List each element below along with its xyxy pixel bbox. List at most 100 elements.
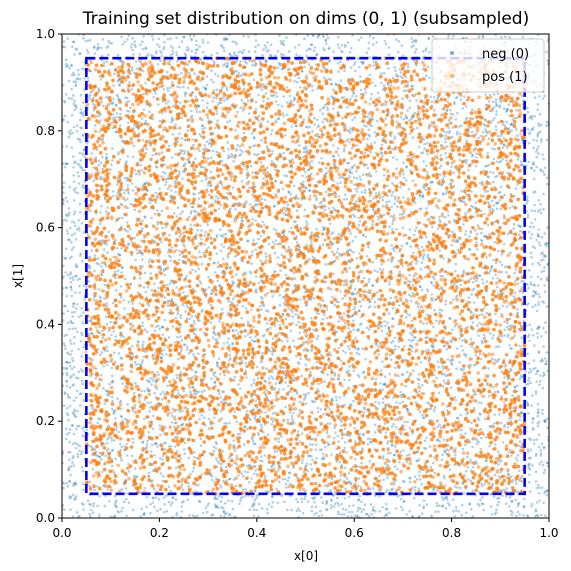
- neg-point: [130, 88, 133, 91]
- neg-point: [142, 108, 146, 112]
- neg-point: [110, 464, 114, 468]
- neg-point: [540, 270, 543, 274]
- neg-point: [367, 47, 371, 50]
- neg-point: [149, 272, 152, 275]
- neg-point: [138, 302, 142, 305]
- neg-point: [435, 439, 439, 442]
- neg-point: [182, 85, 185, 89]
- neg-point: [76, 137, 80, 141]
- neg-point: [387, 395, 391, 399]
- neg-point: [162, 88, 166, 91]
- neg-point: [440, 144, 444, 147]
- neg-point: [298, 54, 302, 58]
- neg-point: [159, 392, 162, 396]
- neg-point: [180, 505, 183, 508]
- neg-point: [372, 43, 375, 46]
- neg-point: [398, 460, 401, 464]
- neg-point: [280, 339, 284, 343]
- neg-point: [427, 407, 431, 411]
- neg-point: [235, 353, 239, 356]
- neg-point: [64, 247, 68, 250]
- neg-point: [351, 239, 355, 243]
- neg-point: [486, 381, 489, 385]
- neg-point: [456, 347, 459, 350]
- neg-point: [154, 313, 158, 316]
- neg-point: [304, 186, 308, 190]
- neg-point: [340, 424, 343, 428]
- neg-point: [92, 166, 95, 169]
- neg-point: [359, 36, 363, 39]
- neg-point: [282, 296, 286, 299]
- neg-point: [541, 412, 544, 416]
- neg-point: [201, 41, 205, 44]
- neg-point: [388, 200, 391, 203]
- neg-point: [342, 312, 346, 316]
- neg-point: [342, 149, 346, 153]
- neg-point: [103, 248, 106, 251]
- neg-point: [179, 371, 183, 374]
- neg-point: [147, 475, 150, 478]
- neg-point: [158, 187, 161, 190]
- neg-point: [391, 307, 395, 310]
- neg-point: [543, 173, 546, 176]
- neg-point: [87, 280, 90, 283]
- neg-point: [193, 455, 196, 459]
- neg-point: [366, 437, 370, 440]
- neg-point: [529, 283, 533, 286]
- neg-point: [352, 369, 356, 372]
- neg-point: [490, 513, 494, 516]
- neg-point: [534, 290, 538, 294]
- neg-point: [324, 39, 328, 42]
- neg-point: [538, 295, 541, 299]
- neg-point: [309, 463, 313, 466]
- neg-point: [207, 502, 210, 505]
- neg-point: [179, 457, 183, 461]
- neg-point: [147, 389, 150, 393]
- neg-point: [540, 335, 543, 338]
- neg-point: [462, 223, 465, 226]
- neg-point: [310, 509, 314, 513]
- neg-point: [94, 124, 97, 127]
- neg-point: [460, 189, 463, 193]
- neg-point: [153, 240, 156, 243]
- neg-point: [408, 228, 412, 231]
- neg-point: [370, 297, 374, 301]
- neg-point: [70, 349, 73, 353]
- neg-point: [418, 504, 421, 507]
- neg-point: [350, 510, 354, 514]
- neg-point: [322, 76, 326, 80]
- neg-point: [343, 427, 347, 431]
- neg-point: [64, 58, 68, 62]
- neg-point: [388, 280, 391, 284]
- neg-point: [530, 328, 533, 331]
- neg-point: [125, 492, 128, 495]
- neg-point: [63, 391, 67, 394]
- neg-point: [107, 230, 111, 234]
- neg-point: [486, 201, 490, 204]
- neg-point: [190, 114, 194, 118]
- neg-point: [114, 289, 118, 292]
- neg-point: [141, 40, 144, 44]
- neg-point: [213, 338, 217, 341]
- neg-point: [352, 213, 355, 217]
- neg-point: [335, 395, 338, 399]
- neg-point: [210, 513, 213, 517]
- neg-point: [459, 486, 462, 490]
- neg-point: [367, 306, 371, 309]
- neg-point: [348, 365, 351, 368]
- neg-point: [528, 367, 532, 371]
- neg-point: [535, 486, 539, 490]
- neg-point: [254, 335, 257, 338]
- neg-point: [120, 271, 123, 274]
- neg-point: [285, 113, 289, 117]
- neg-point: [429, 95, 432, 99]
- neg-point: [131, 155, 135, 159]
- neg-point: [66, 273, 70, 277]
- neg-point: [339, 60, 342, 63]
- neg-point: [110, 42, 113, 45]
- neg-point: [195, 110, 199, 114]
- neg-point: [119, 407, 123, 411]
- neg-point: [67, 135, 71, 139]
- neg-point: [506, 426, 510, 429]
- neg-point: [269, 326, 272, 330]
